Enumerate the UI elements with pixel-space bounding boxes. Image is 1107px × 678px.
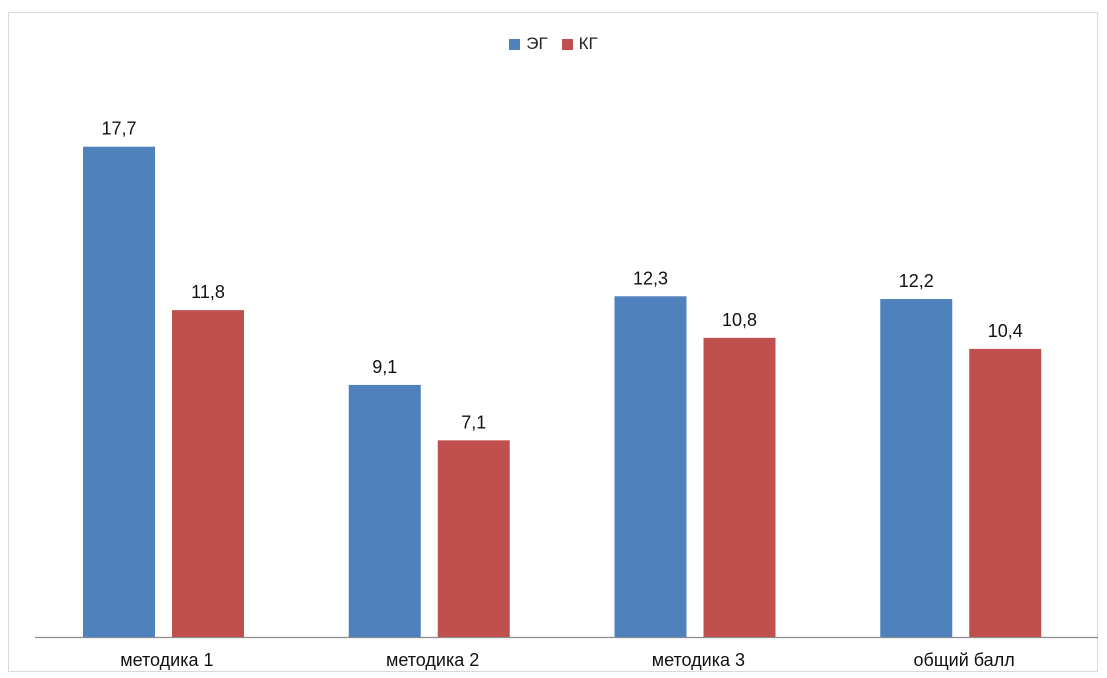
chart-legend: ЭГ КГ: [0, 34, 1107, 54]
x-tick-label-1: методика 1: [120, 650, 213, 670]
data-label-eg-2: 9,1: [372, 357, 397, 377]
x-tick-label-3: методика 3: [652, 650, 745, 670]
bar-kg-3: [703, 337, 776, 637]
bar-eg-3: [614, 296, 687, 637]
legend-item-kg: КГ: [561, 34, 598, 54]
data-label-kg-4: 10,4: [988, 321, 1023, 341]
x-tick-label-2: методика 2: [386, 650, 479, 670]
data-label-eg-3: 12,3: [633, 268, 668, 288]
bar-kg-2: [437, 440, 510, 637]
legend-item-eg: ЭГ: [509, 34, 548, 54]
bar-eg-2: [348, 384, 421, 637]
x-tick-label-4: общий балл: [914, 650, 1015, 670]
bar-eg-4: [880, 299, 953, 637]
legend-swatch-kg: [561, 38, 573, 50]
bar-eg-1: [83, 146, 155, 637]
bar-kg-1: [172, 310, 244, 637]
bar-kg-4: [969, 348, 1042, 637]
legend-swatch-eg: [509, 38, 521, 50]
data-label-kg-2: 7,1: [461, 412, 486, 432]
data-label-kg-1: 11,8: [191, 282, 225, 302]
legend-label-kg: КГ: [578, 34, 598, 53]
legend-label-eg: ЭГ: [526, 34, 548, 53]
data-label-eg-1: 17,7: [101, 119, 136, 139]
data-label-kg-3: 10,8: [722, 310, 757, 330]
data-label-eg-4: 12,2: [899, 271, 934, 291]
